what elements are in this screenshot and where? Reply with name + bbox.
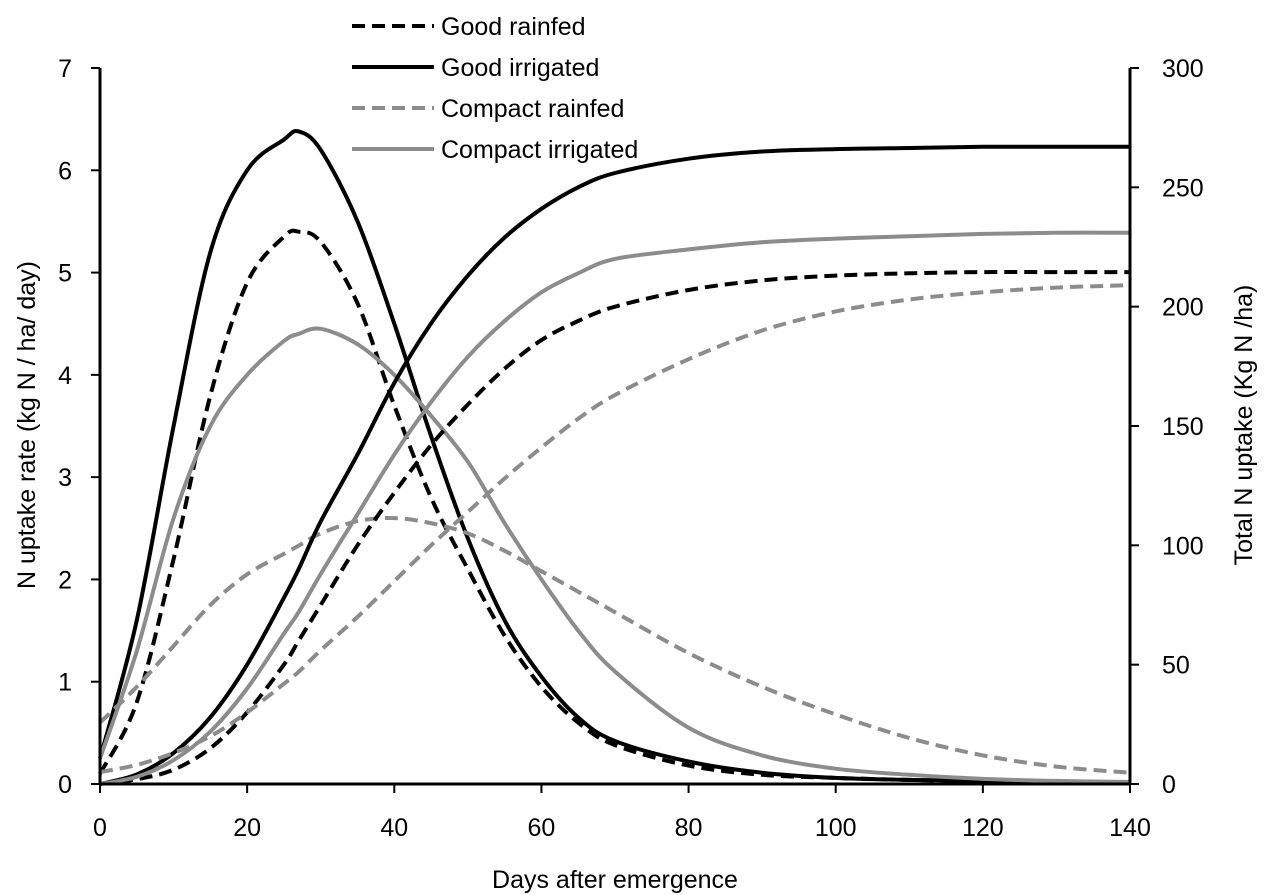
legend-label-good-rainfed: Good rainfed — [441, 13, 586, 41]
series-line-good-irrigated-rate — [98, 128, 1131, 785]
x-tick-label: 40 — [380, 814, 408, 842]
series-line-good-rainfed-total — [99, 270, 1130, 786]
series-line-compact-rainfed-total — [99, 283, 1131, 775]
legend-label-compact-irrigated: Compact irrigated — [441, 136, 638, 164]
series-line-compact-irrigated-rate — [98, 326, 1131, 784]
x-tick-label: 80 — [675, 814, 703, 842]
legend: Good rainfed Good irrigated Compact rainfe… — [352, 13, 638, 164]
y-left-tick-label: 6 — [58, 157, 72, 185]
series-line-good-rainfed-rate — [98, 228, 1131, 785]
y-left-tick-label: 4 — [58, 362, 72, 390]
x-tick-label: 140 — [1109, 814, 1151, 842]
series-line-compact-irrigated-total — [99, 230, 1131, 786]
legend-label-good-irrigated: Good irrigated — [441, 54, 599, 82]
y-right-tick-label: 200 — [1162, 294, 1204, 322]
y-left-tick-label: 5 — [58, 260, 72, 288]
x-tick-label: 60 — [528, 814, 556, 842]
x-tick-label: 100 — [815, 814, 857, 842]
y-left-tick-label: 7 — [58, 55, 72, 83]
axes-layer: 0 20 40 60 80 100 120 140 0 1 2 3 4 5 6 7 0 50 100 150 200 25… — [58, 55, 1204, 842]
y-right-tick-label: 0 — [1162, 771, 1176, 799]
y-axis-right-title: Total N uptake (Kg N /ha) — [1230, 285, 1258, 566]
y-left-tick-label: 2 — [58, 566, 72, 594]
y-right-tick-label: 100 — [1162, 532, 1204, 560]
y-right-tick-label: 150 — [1162, 413, 1204, 441]
y-left-tick-label: 0 — [58, 771, 72, 799]
y-left-tick-label: 3 — [58, 464, 72, 492]
series-layer — [98, 128, 1131, 786]
legend-label-compact-rainfed: Compact rainfed — [441, 95, 624, 123]
y-right-tick-label: 50 — [1162, 652, 1190, 680]
x-axis-title: Days after emergence — [492, 866, 738, 894]
x-tick-label: 120 — [962, 814, 1004, 842]
series-line-good-irrigated-total — [99, 144, 1130, 786]
x-tick-label: 20 — [233, 814, 261, 842]
y-axis-left-title: N uptake rate (kg N / ha/ day) — [13, 261, 41, 589]
x-tick-label: 0 — [93, 814, 107, 842]
y-right-tick-label: 300 — [1162, 55, 1204, 83]
y-left-tick-label: 1 — [58, 669, 72, 697]
series-line-compact-rainfed-rate — [98, 516, 1131, 775]
y-right-tick-label: 250 — [1162, 174, 1204, 202]
